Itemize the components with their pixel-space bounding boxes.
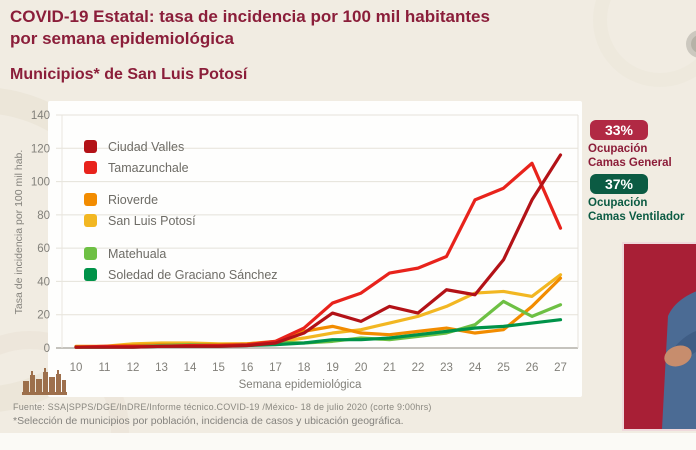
legend-group-orange: Rioverde San Luis Potosí [84, 189, 196, 231]
legend-swatch-tamazunchale [84, 161, 97, 174]
legend-item: Soledad de Graciano Sánchez [84, 264, 278, 285]
occupancy-general-label: Ocupación Camas General [588, 143, 696, 170]
legend-item: Ciudad Valles [84, 136, 189, 157]
legend-swatch-matehuala [84, 247, 97, 260]
logo-emblem-inner [691, 35, 696, 53]
page-title: COVID-19 Estatal: tasa de incidencia por… [10, 6, 630, 50]
title-line1: COVID-19 Estatal: tasa de incidencia por… [10, 7, 490, 26]
logo-emblem-icon [686, 30, 696, 58]
occupancy-general-badge: 33% [590, 120, 648, 140]
interpreter-figure [662, 291, 696, 429]
title-line2: por semana epidemiológica [10, 29, 234, 48]
occupancy-ventilator-line2: Camas Ventilador [588, 210, 685, 223]
legend-label: Matehuala [108, 246, 167, 261]
legend-item: San Luis Potosí [84, 210, 196, 231]
legend-swatch-san-luis-potosi [84, 214, 97, 227]
chart-subtitle: Municipios* de San Luis Potosí [10, 66, 248, 83]
person-hand [664, 345, 692, 367]
occupancy-ventilator-line1: Ocupación [588, 197, 648, 209]
legend-swatch-soledad [84, 268, 97, 281]
occupancy-general-line2: Camas General [588, 156, 672, 169]
legend-label: Tamazunchale [108, 160, 189, 175]
occupancy-ventilator-label: Ocupación Camas Ventilador [588, 197, 696, 224]
interpreter-video [622, 242, 696, 431]
legend-item: Matehuala [84, 243, 278, 264]
legend-label: Ciudad Valles [108, 139, 185, 154]
legend-swatch-ciudad-valles [84, 140, 97, 153]
legend-item: Tamazunchale [84, 157, 189, 178]
legend-label: Soledad de Graciano Sánchez [108, 267, 278, 282]
legend-group-red: Ciudad Valles Tamazunchale [84, 136, 189, 178]
legend-group-green: Matehuala Soledad de Graciano Sánchez [84, 243, 278, 285]
selection-note: *Selección de municipios por población, … [13, 415, 404, 427]
bottom-strip [0, 433, 696, 450]
legend-label: Rioverde [108, 192, 159, 207]
legend-swatch-rioverde [84, 193, 97, 206]
occupancy-ventilator-badge: 37% [590, 174, 648, 194]
legend-item: Rioverde [84, 189, 196, 210]
legend-label: San Luis Potosí [108, 213, 196, 228]
castle-watermark-icon [22, 368, 67, 395]
source-text: Fuente: SSA|SPPS/DGE/InDRE/Informe técni… [13, 402, 432, 412]
occupancy-general-line1: Ocupación [588, 143, 648, 155]
y-axis-label: Tasa de incidencia por 100 mil hab. [13, 149, 25, 315]
